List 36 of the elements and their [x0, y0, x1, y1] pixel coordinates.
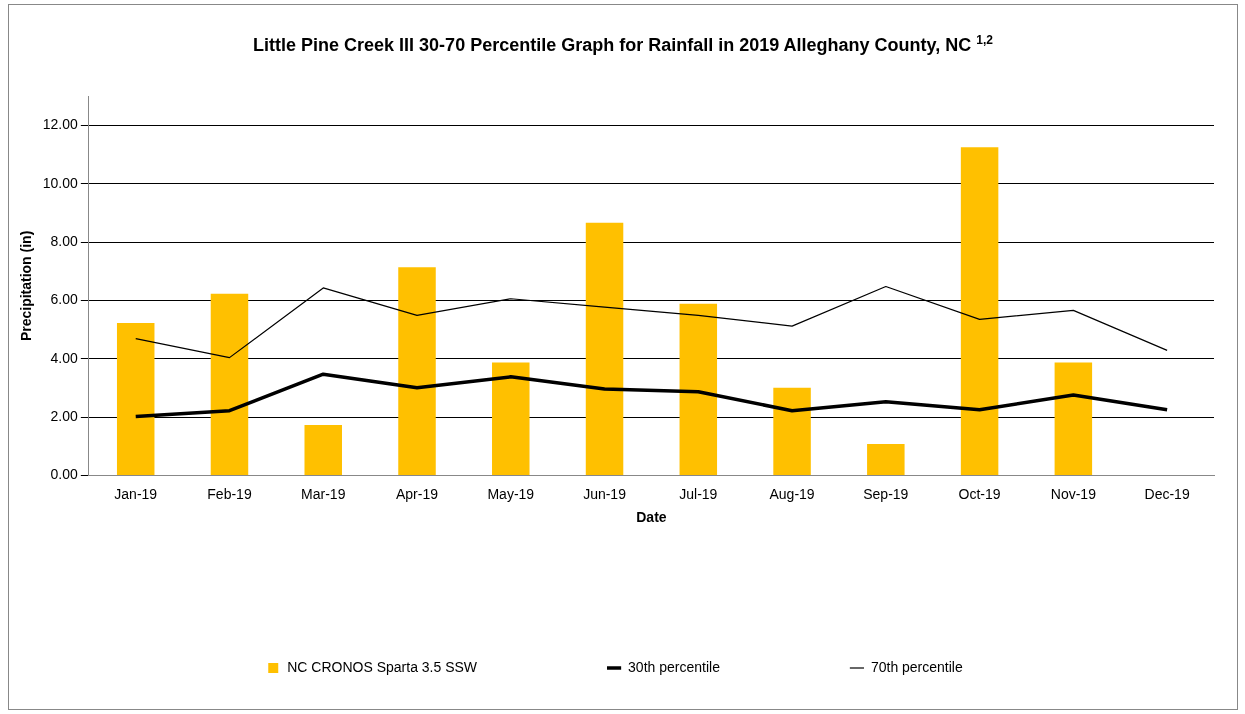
- bar: [773, 387, 811, 475]
- x-tick-label: Mar-19: [301, 485, 346, 502]
- x-tick-label: Dec-19: [1144, 485, 1190, 502]
- y-tick-label: 2.00: [50, 407, 79, 424]
- x-tick-label: May-19: [487, 485, 535, 502]
- x-tick-label: Feb-19: [207, 485, 252, 502]
- x-tick-label: Sep-19: [863, 485, 909, 502]
- chart-title: Little Pine Creek III 30-70 Percentile Graph for Rainfall in 2019 Alleghany County, NC $^{1,2}$: [252, 33, 994, 56]
- y-tick-label: 10.00: [42, 174, 79, 191]
- bar: [210, 293, 249, 475]
- y-tick-label: 8.00: [50, 233, 79, 250]
- bar: [585, 222, 624, 475]
- bar: [116, 322, 155, 475]
- bar: [398, 267, 436, 475]
- legend-label: 70th percentile: [870, 658, 963, 675]
- bar: [1054, 362, 1093, 475]
- legend-label: 30th percentile: [628, 658, 721, 675]
- bar: [492, 362, 530, 475]
- y-tick-label: 6.00: [50, 291, 79, 308]
- y-tick-label: 0.00: [50, 466, 79, 483]
- x-axis-title: Date: [636, 509, 667, 526]
- bar: [960, 147, 999, 475]
- x-tick-label: Nov-19: [1050, 485, 1097, 502]
- x-tick-label: Oct-19: [958, 485, 1001, 502]
- bar: [867, 443, 905, 475]
- legend-label: NC CRONOS Sparta 3.5 SSW: [287, 658, 478, 675]
- x-tick-label: Aug-19: [769, 485, 815, 502]
- bar: [304, 424, 342, 475]
- x-tick-label: Apr-19: [395, 485, 439, 502]
- y-tick-label: 4.00: [50, 349, 79, 366]
- x-tick-label: Jul-19: [679, 485, 718, 502]
- x-tick-label: Jan-19: [114, 485, 158, 502]
- y-tick-label: 12.00: [42, 116, 79, 133]
- y-axis-title: Precipitation (in): [18, 230, 35, 342]
- bar: [679, 303, 718, 475]
- x-tick-label: Jun-19: [583, 485, 627, 502]
